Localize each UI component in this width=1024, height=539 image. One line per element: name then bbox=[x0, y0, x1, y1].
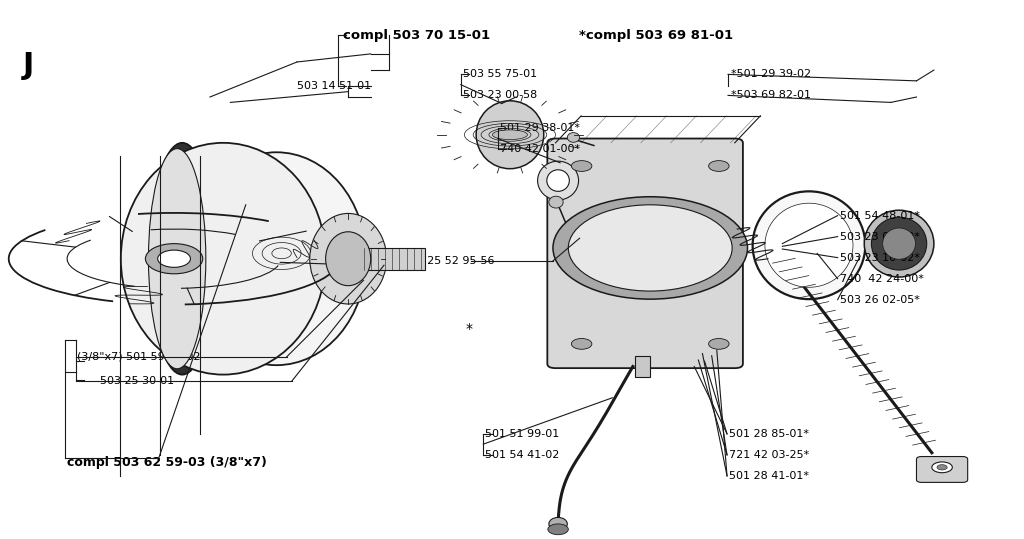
Ellipse shape bbox=[567, 133, 580, 142]
Circle shape bbox=[937, 465, 947, 470]
Ellipse shape bbox=[493, 130, 527, 140]
Text: 503 26 02-05*: 503 26 02-05* bbox=[840, 295, 920, 305]
Circle shape bbox=[709, 338, 729, 349]
Circle shape bbox=[158, 250, 190, 267]
Text: 740 42 01-00*: 740 42 01-00* bbox=[500, 144, 580, 154]
Circle shape bbox=[571, 161, 592, 171]
Text: 740  42 24-00*: 740 42 24-00* bbox=[840, 274, 924, 284]
Circle shape bbox=[709, 161, 729, 171]
Text: 501 28 85-01*: 501 28 85-01* bbox=[729, 429, 809, 439]
Text: 503 23 00-19*: 503 23 00-19* bbox=[840, 232, 920, 241]
Circle shape bbox=[548, 524, 568, 535]
FancyBboxPatch shape bbox=[916, 457, 968, 482]
Ellipse shape bbox=[538, 161, 579, 200]
Ellipse shape bbox=[549, 517, 567, 530]
Ellipse shape bbox=[753, 191, 865, 299]
Bar bbox=[635, 356, 650, 377]
Text: 503 55 75-01: 503 55 75-01 bbox=[463, 70, 537, 79]
Text: 721 42 03-25*: 721 42 03-25* bbox=[729, 450, 809, 460]
Circle shape bbox=[553, 197, 748, 299]
Ellipse shape bbox=[310, 213, 387, 304]
Circle shape bbox=[932, 462, 952, 473]
FancyBboxPatch shape bbox=[547, 139, 743, 368]
Text: *503 69 82-01: *503 69 82-01 bbox=[731, 91, 811, 100]
Bar bbox=[364, 248, 425, 270]
Text: 501 54 48-01*: 501 54 48-01* bbox=[840, 211, 920, 220]
Circle shape bbox=[571, 338, 592, 349]
Ellipse shape bbox=[326, 232, 371, 286]
Text: 501 29 38-01*: 501 29 38-01* bbox=[500, 123, 580, 133]
Text: *compl 503 69 81-01: *compl 503 69 81-01 bbox=[579, 29, 733, 42]
Text: 501 54 41-02: 501 54 41-02 bbox=[485, 450, 560, 460]
Ellipse shape bbox=[476, 101, 544, 169]
Ellipse shape bbox=[186, 152, 367, 365]
Text: J: J bbox=[23, 51, 34, 80]
Circle shape bbox=[568, 205, 732, 291]
Ellipse shape bbox=[121, 143, 326, 375]
Ellipse shape bbox=[549, 196, 563, 208]
Ellipse shape bbox=[150, 143, 215, 375]
Text: compl 503 70 15-01: compl 503 70 15-01 bbox=[343, 29, 490, 42]
Text: *501 29 39-02: *501 29 39-02 bbox=[731, 70, 811, 79]
Text: compl 503 62 59-03 (3/8"x7): compl 503 62 59-03 (3/8"x7) bbox=[67, 456, 266, 469]
Ellipse shape bbox=[883, 228, 915, 259]
Ellipse shape bbox=[765, 203, 853, 287]
Text: 503 23 00-58: 503 23 00-58 bbox=[463, 91, 538, 100]
Ellipse shape bbox=[864, 210, 934, 277]
Text: 503 14 51-01: 503 14 51-01 bbox=[297, 81, 371, 91]
Text: 501 28 41-01*: 501 28 41-01* bbox=[729, 471, 809, 481]
Ellipse shape bbox=[547, 170, 569, 191]
Ellipse shape bbox=[871, 217, 927, 270]
Text: 725 52 95-56: 725 52 95-56 bbox=[420, 256, 495, 266]
Ellipse shape bbox=[148, 149, 206, 369]
Text: 503 23 10-02*: 503 23 10-02* bbox=[840, 253, 920, 262]
Text: (3/8"x7) 501 59 80-02: (3/8"x7) 501 59 80-02 bbox=[77, 352, 201, 362]
Text: *: * bbox=[466, 322, 473, 336]
Circle shape bbox=[145, 244, 203, 274]
Text: 501 51 99-01: 501 51 99-01 bbox=[485, 429, 560, 439]
Text: 503 25 30-01: 503 25 30-01 bbox=[100, 376, 174, 386]
